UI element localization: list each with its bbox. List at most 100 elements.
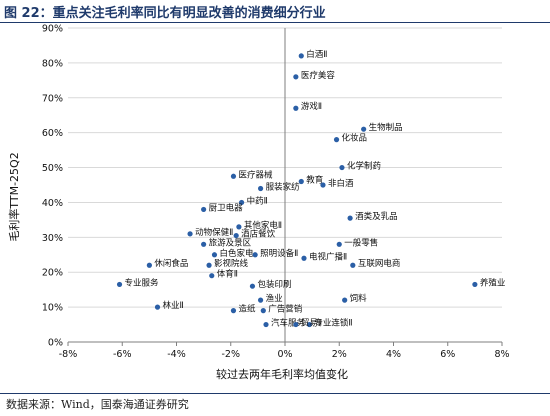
point-label: 养殖业 bbox=[480, 277, 506, 288]
data-point bbox=[201, 241, 207, 247]
point-label: 渔业 bbox=[266, 293, 283, 304]
x-tick-label: -2% bbox=[222, 349, 241, 360]
data-point bbox=[201, 206, 207, 213]
point-label: 白酒Ⅱ bbox=[306, 49, 327, 60]
data-source-note: 数据来源：Wind，国泰海通证券研究 bbox=[6, 398, 189, 411]
data-point bbox=[320, 182, 326, 188]
data-point bbox=[260, 308, 266, 314]
y-tick-label: 90% bbox=[42, 24, 63, 35]
y-tick-label: 20% bbox=[42, 268, 63, 279]
data-point bbox=[252, 252, 258, 258]
y-tick-label: 50% bbox=[42, 163, 63, 174]
point-label: 动物保健Ⅱ bbox=[195, 227, 233, 238]
point-label: 一般零售 bbox=[344, 237, 378, 248]
data-point bbox=[211, 252, 218, 258]
data-point bbox=[293, 321, 299, 328]
y-tick-label: 80% bbox=[42, 58, 63, 69]
x-tick-label: 4% bbox=[386, 349, 401, 360]
data-point bbox=[347, 215, 353, 221]
data-point bbox=[257, 297, 264, 303]
data-point bbox=[293, 74, 299, 80]
x-tick-label: -8% bbox=[59, 349, 78, 360]
data-point bbox=[187, 231, 193, 237]
point-label: 服装家纺 bbox=[266, 181, 301, 192]
data-point bbox=[230, 173, 237, 179]
point-label: 电视广播Ⅱ bbox=[309, 251, 347, 262]
point-label: 酒店餐饮 bbox=[241, 229, 276, 240]
data-point bbox=[230, 308, 237, 314]
x-tick-label: 8% bbox=[494, 349, 509, 360]
data-point bbox=[472, 281, 478, 288]
point-label: 中药Ⅱ bbox=[247, 195, 268, 206]
axes bbox=[67, 28, 503, 346]
y-tick-label: 30% bbox=[42, 233, 63, 244]
scatter-chart: 0% 10% 20% 30% 40% 50% 60% 70% 80% 90% -8% -6% -4% -… bbox=[7, 24, 510, 382]
data-point bbox=[298, 53, 304, 59]
data-point bbox=[336, 241, 342, 247]
point-label: 厨卫电器 bbox=[209, 202, 244, 213]
point-label: 专业连锁Ⅱ bbox=[314, 318, 352, 329]
x-tick-label: 2% bbox=[332, 349, 347, 360]
data-point bbox=[233, 232, 239, 239]
point-label: 照明设备Ⅱ bbox=[260, 248, 298, 259]
data-point bbox=[257, 185, 264, 192]
point-label: 旅游及景区 bbox=[209, 237, 252, 248]
point-label: 饲料 bbox=[350, 293, 368, 304]
data-point bbox=[298, 178, 304, 185]
point-label: 教育 bbox=[306, 175, 323, 186]
y-tick-label: 40% bbox=[42, 198, 63, 209]
data-point bbox=[239, 199, 245, 206]
x-tick-label: -6% bbox=[113, 349, 132, 360]
x-axis-label: 较过去两年毛利率均值变化 bbox=[216, 367, 348, 381]
data-point bbox=[206, 262, 212, 268]
data-point bbox=[249, 283, 256, 289]
point-label: 休闲食品 bbox=[154, 258, 188, 269]
point-label: 汽车服务 bbox=[271, 318, 306, 329]
figure-title-bar: 图 22：重点关注毛利率同比有明显改善的消费细分行业 bbox=[0, 0, 550, 23]
data-point bbox=[333, 137, 340, 143]
point-label: 游戏Ⅱ bbox=[301, 101, 322, 112]
source-divider bbox=[0, 393, 550, 394]
y-axis-label: 毛利率TTM-25Q2 bbox=[7, 152, 21, 241]
data-point bbox=[209, 273, 215, 279]
point-label: 广告营销 bbox=[268, 304, 303, 315]
data-point bbox=[293, 105, 299, 111]
y-tick-label: 10% bbox=[42, 303, 63, 314]
point-label: 造纸 bbox=[238, 304, 256, 315]
data-point bbox=[301, 255, 307, 261]
point-label: 专业服务 bbox=[125, 277, 160, 288]
data-point bbox=[306, 321, 313, 328]
point-label: 医疗器械 bbox=[238, 169, 273, 180]
y-tick-label: 0% bbox=[48, 338, 63, 349]
point-label: 酒类及乳品 bbox=[355, 211, 398, 222]
point-label: 化妆品 bbox=[342, 133, 368, 144]
x-tick-label: 6% bbox=[440, 349, 455, 360]
point-label: 影视院线 bbox=[214, 258, 249, 269]
y-tick-label: 70% bbox=[42, 93, 63, 104]
data-point bbox=[361, 126, 367, 132]
point-label: 贸易Ⅱ bbox=[301, 318, 322, 329]
data-point bbox=[236, 224, 242, 230]
point-label: 体育Ⅱ bbox=[217, 269, 238, 280]
y-tick-labels: 0% 10% 20% 30% 40% 50% 60% 70% 80% 90% bbox=[42, 24, 63, 349]
point-label: 其他家电Ⅱ bbox=[244, 220, 282, 231]
point-label: 白色家电 bbox=[219, 248, 254, 259]
data-point bbox=[116, 281, 123, 288]
point-label: 互联网电商 bbox=[358, 258, 401, 269]
data-point bbox=[342, 297, 348, 303]
y-tick-label: 60% bbox=[42, 128, 63, 139]
data-point bbox=[146, 262, 152, 268]
data-point bbox=[154, 304, 161, 310]
x-tick-label: 0% bbox=[277, 349, 292, 360]
x-tick-label: -4% bbox=[167, 349, 186, 360]
data-point bbox=[339, 164, 345, 171]
point-label: 林业Ⅱ bbox=[163, 300, 184, 311]
data-point bbox=[263, 321, 269, 328]
point-label: 生物制品 bbox=[369, 122, 403, 133]
figure-title: 图 22：重点关注毛利率同比有明显改善的消费细分行业 bbox=[4, 6, 326, 21]
data-point bbox=[350, 262, 356, 268]
point-label: 化学制药 bbox=[347, 161, 381, 172]
point-label: 非白酒 bbox=[328, 178, 354, 189]
point-label: 医疗美容 bbox=[301, 70, 336, 81]
